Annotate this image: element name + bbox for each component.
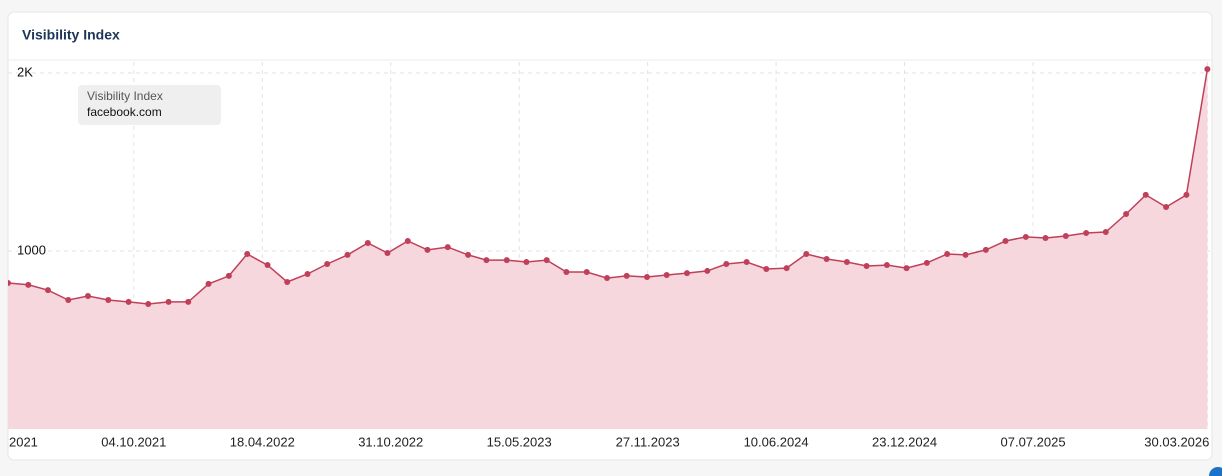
x-tick-label: 30.03.2026 [1144,434,1209,449]
point [563,269,570,276]
point [264,262,271,269]
y-tick-label: 1000 [17,242,46,257]
plot: 22.03.2021 04.10.2021 18.04.2022 31.10.2022… [0,62,1211,449]
point [384,249,391,256]
point [185,298,192,305]
point [424,246,431,253]
point [604,275,611,282]
point [304,270,311,277]
point [284,278,291,285]
point [962,251,969,258]
point [663,272,670,279]
point [543,257,550,264]
point [1002,238,1009,245]
point [923,259,930,266]
point [623,272,630,279]
x-tick-label: 10.06.2024 [744,434,809,449]
point [225,272,232,279]
point [723,260,730,267]
x-tick-label: 22.03.2021 [0,434,38,449]
point [364,239,371,246]
x-tick-label: 15.05.2023 [487,434,552,449]
point [1062,233,1069,240]
point [84,293,91,300]
point [125,298,132,305]
x-tick-label: 18.04.2022 [230,434,295,449]
x-tick-label: 04.10.2021 [101,434,166,449]
point [644,273,651,280]
point [863,262,870,269]
point [165,298,172,305]
legend-entry: facebook.com [87,105,162,119]
chart-title: Visibility Index [22,27,120,43]
point [145,301,152,308]
point [1102,228,1109,235]
point [1022,233,1029,240]
point [1183,191,1190,198]
point [523,259,530,266]
point [583,269,590,276]
point [683,270,690,277]
point [465,251,472,258]
point [1142,191,1149,198]
point [783,265,790,272]
x-tick-label: 23.12.2024 [872,434,937,449]
x-tick-label: 27.11.2023 [616,434,680,449]
point [444,244,451,251]
legend-title: Visibility Index [87,89,163,103]
help-button[interactable] [1209,467,1222,476]
point [1083,230,1090,237]
point [324,260,331,267]
point [8,280,11,287]
point [982,246,989,253]
point [503,257,510,264]
point [344,251,351,258]
area-fill [8,69,1208,429]
x-tick-label: 07.07.2025 [1001,434,1066,449]
legend-box [78,85,221,125]
point [883,262,890,269]
point [944,251,951,258]
point [1123,210,1130,217]
point [1204,66,1211,73]
point [1042,235,1049,242]
point [105,296,112,303]
point [843,259,850,266]
x-tick-label: 31.10.2022 [358,434,423,449]
point [404,238,411,245]
point [65,296,72,303]
point [823,256,830,263]
point [244,251,251,258]
point [205,280,212,287]
point [743,259,750,266]
y-tick-label: 2K [17,64,33,79]
point [704,267,711,274]
point [483,257,490,264]
point [44,287,51,294]
point [1163,204,1170,211]
point [763,265,770,272]
point [903,265,910,272]
point [803,251,810,258]
point [25,281,32,288]
legend: Visibility Index facebook.com [78,85,221,125]
